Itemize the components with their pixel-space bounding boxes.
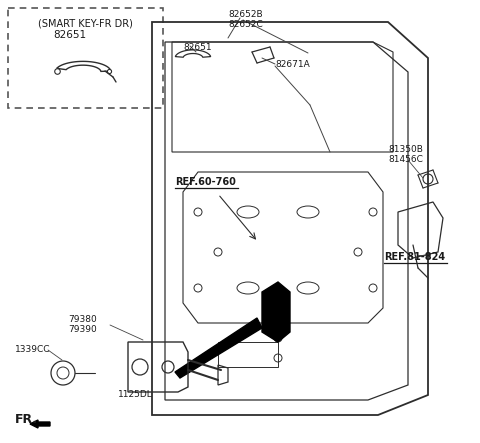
Text: 82651: 82651	[53, 30, 86, 40]
Text: REF.81-824: REF.81-824	[384, 252, 445, 262]
Text: 1339CC: 1339CC	[15, 345, 50, 354]
Text: 81456C: 81456C	[388, 155, 423, 164]
Text: FR.: FR.	[15, 413, 38, 426]
Text: 82651: 82651	[183, 43, 212, 52]
Text: REF.60-760: REF.60-760	[175, 177, 236, 187]
Text: 79380: 79380	[68, 315, 97, 324]
Polygon shape	[175, 318, 262, 378]
FancyArrow shape	[30, 420, 50, 428]
Polygon shape	[262, 282, 290, 342]
Text: 79390: 79390	[68, 325, 97, 334]
Text: 1125DL: 1125DL	[118, 390, 153, 399]
Text: 82671A: 82671A	[275, 60, 310, 69]
Text: 82652C: 82652C	[228, 20, 263, 29]
Text: 81350B: 81350B	[388, 145, 423, 154]
Text: 82652B: 82652B	[228, 10, 263, 19]
Text: (SMART KEY-FR DR): (SMART KEY-FR DR)	[38, 18, 133, 28]
